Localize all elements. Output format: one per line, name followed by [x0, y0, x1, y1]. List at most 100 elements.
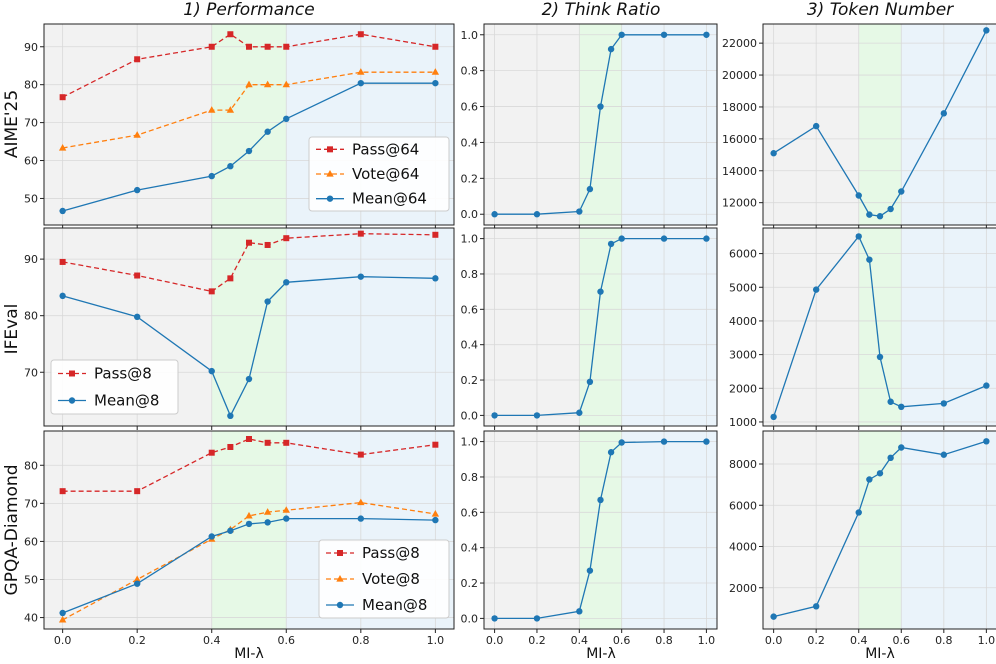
data-point	[263, 80, 272, 88]
data-point	[264, 439, 271, 446]
data-point	[770, 150, 777, 157]
data-point	[245, 511, 253, 519]
region-transition	[579, 431, 622, 629]
y-tick-label: 90	[24, 253, 38, 266]
region-high	[901, 228, 996, 426]
y-tick-label: 0.2	[461, 172, 479, 185]
row-label-ifeval: IFEval	[2, 304, 22, 355]
series-token-number	[770, 27, 990, 220]
x-axis-label-think-ratio: MI-λ	[586, 646, 616, 662]
x-tick-label: 0.8	[935, 634, 953, 647]
series-pass-8	[59, 435, 439, 495]
data-point	[983, 382, 990, 389]
legend-label: Mean@64	[352, 190, 427, 208]
data-point	[983, 438, 990, 445]
plot-frame	[762, 430, 996, 630]
data-point	[227, 31, 234, 38]
data-point	[226, 106, 235, 113]
x-axis-label-token-number: MI-λ	[865, 646, 895, 662]
y-tick-label: 1000	[729, 416, 757, 429]
legend-marker	[337, 550, 343, 556]
column-title-token-number: 3) Token Number	[807, 0, 954, 20]
data-point	[208, 106, 216, 113]
data-point	[59, 258, 66, 265]
data-point	[597, 288, 604, 295]
region-high	[621, 24, 717, 225]
y-tick-label: 14000	[722, 165, 757, 178]
y-tick-label: 1.0	[461, 29, 479, 42]
legend-marker	[336, 601, 344, 609]
data-point	[533, 211, 541, 218]
y-tick-label: 70	[24, 497, 38, 510]
plot-frame	[43, 23, 455, 226]
data-point	[133, 131, 141, 138]
series-pass-64	[59, 31, 439, 101]
legend-marker	[327, 146, 333, 153]
region-transition	[858, 24, 902, 225]
data-point	[264, 43, 271, 50]
data-point	[660, 31, 668, 38]
data-point	[887, 454, 894, 462]
y-tick-label: 50	[24, 192, 38, 205]
y-tick-label: 0.4	[461, 542, 479, 555]
legend-marker	[326, 195, 334, 202]
data-point	[59, 488, 66, 495]
data-point	[245, 147, 253, 155]
legend-marker	[69, 370, 75, 377]
series-mean-8	[59, 273, 439, 420]
data-point	[770, 613, 777, 620]
data-point	[227, 527, 234, 534]
x-axis-label-performance: MI-λ	[234, 646, 264, 662]
y-tick-label: 16000	[722, 133, 757, 146]
series-mean-64	[59, 79, 439, 215]
legend-label: Vote@64	[352, 165, 419, 183]
data-point	[357, 498, 365, 506]
series-token-number	[770, 233, 990, 421]
data-point	[597, 103, 604, 110]
y-tick-label: 80	[24, 79, 38, 92]
data-point	[876, 213, 884, 220]
series-think-ratio	[491, 438, 710, 622]
data-point	[812, 122, 820, 130]
y-tick-label: 20000	[722, 69, 757, 82]
data-point	[940, 110, 948, 117]
data-point	[59, 292, 66, 300]
y-tick-label: 12000	[722, 197, 757, 210]
data-point	[660, 438, 668, 445]
panel-gpqa-performance: 40 50 60 70 80 0.0 0.2 0.4 0.6 0.8 1.0 Pass@8 Vote@8…	[24, 430, 455, 647]
plot-frame	[483, 430, 718, 630]
data-point	[208, 533, 215, 540]
data-point	[491, 412, 498, 419]
data-point	[586, 378, 594, 386]
y-tick-label: 50	[24, 574, 38, 587]
panel-gpqa-token-number: 2000 4000 6000 8000 0.0 0.2 0.4 0.6 0.8 1.0	[729, 430, 996, 647]
data-point	[607, 449, 615, 456]
region-low	[44, 431, 212, 629]
region-transition	[858, 228, 902, 426]
y-tick-label: 6000	[729, 248, 757, 261]
legend-label: Mean@8	[94, 392, 159, 410]
data-point	[855, 233, 862, 240]
data-point	[245, 520, 253, 528]
data-point	[283, 439, 290, 446]
data-point	[940, 400, 948, 407]
panel-gpqa-think-ratio: 0.0 0.2 0.4 0.6 0.8 1.0 0.0 0.2 0.4 0.6 0.8 1.0	[461, 430, 718, 647]
series-token-number	[770, 438, 990, 620]
data-point	[264, 519, 271, 526]
y-tick-label: 70	[24, 366, 38, 379]
data-point	[576, 208, 583, 215]
data-point	[282, 80, 290, 88]
region-low	[763, 228, 859, 426]
data-point	[357, 31, 364, 38]
data-point	[357, 230, 364, 237]
data-point	[283, 515, 290, 522]
data-point	[983, 27, 990, 34]
data-point	[607, 240, 615, 248]
legend-marker	[326, 170, 334, 177]
region-low	[763, 431, 859, 629]
data-point	[59, 94, 66, 101]
y-tick-label: 80	[24, 459, 38, 472]
data-point	[246, 43, 252, 50]
data-point	[431, 68, 440, 75]
panel-ifeval-think-ratio: 0.00.20.40.60.81.00.00.20.40.60.81.0	[461, 227, 718, 444]
